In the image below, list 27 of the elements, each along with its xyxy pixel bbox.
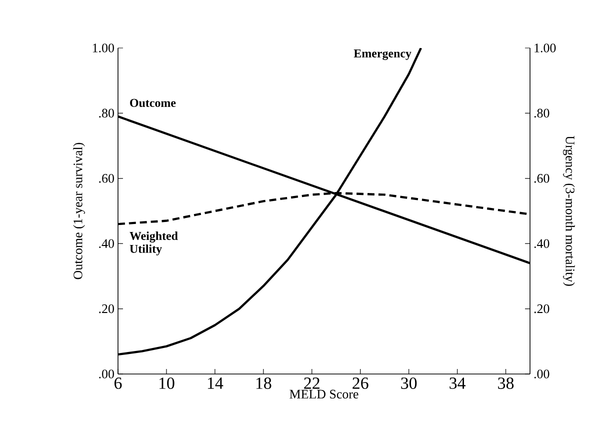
y2-tick-label: .40 [534,239,550,248]
y2-tick-label: .20 [534,304,550,314]
x-tick-label: 38 [498,378,514,389]
y-tick-label: .00 [99,370,114,378]
y-tick-label: 1.00 [92,44,114,52]
x-tick-label: 34 [450,378,466,389]
x-tick-label: 22 [304,378,320,389]
x-axis-title: MELD Score [290,390,358,399]
series-label: Outcome [130,98,176,107]
series-label: Emergency [354,50,412,60]
x-tick-label: 30 [401,378,417,389]
x-tick-label: 6 [114,378,122,389]
y2-axis-title: Urgency (3-month mortality) [563,136,575,286]
y-tick-label: .60 [99,174,114,183]
y-tick-label: .80 [99,108,114,118]
y-axis-title: Outcome (1-year survival) [73,142,85,280]
y2-tick-label: .80 [534,108,550,118]
y-tick-label: .20 [99,304,114,314]
series-label: Weighted Utility [130,232,178,256]
y2-tick-label: 1.00 [534,44,556,52]
x-tick-label: 26 [352,378,368,389]
x-tick-label: 14 [208,378,224,389]
y2-tick-label: .00 [534,370,550,378]
x-tick-label: 18 [256,378,272,389]
x-tick-label: 10 [159,378,174,389]
y-tick-label: .40 [99,239,114,248]
y2-tick-label: .60 [534,174,550,183]
